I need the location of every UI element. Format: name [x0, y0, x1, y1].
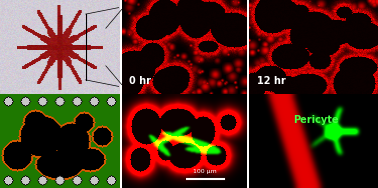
Text: 12 hr: 12 hr — [257, 77, 286, 86]
Text: 0 hr: 0 hr — [129, 77, 151, 86]
Text: Pericyte: Pericyte — [294, 115, 339, 125]
Text: 100 μm: 100 μm — [194, 169, 217, 174]
